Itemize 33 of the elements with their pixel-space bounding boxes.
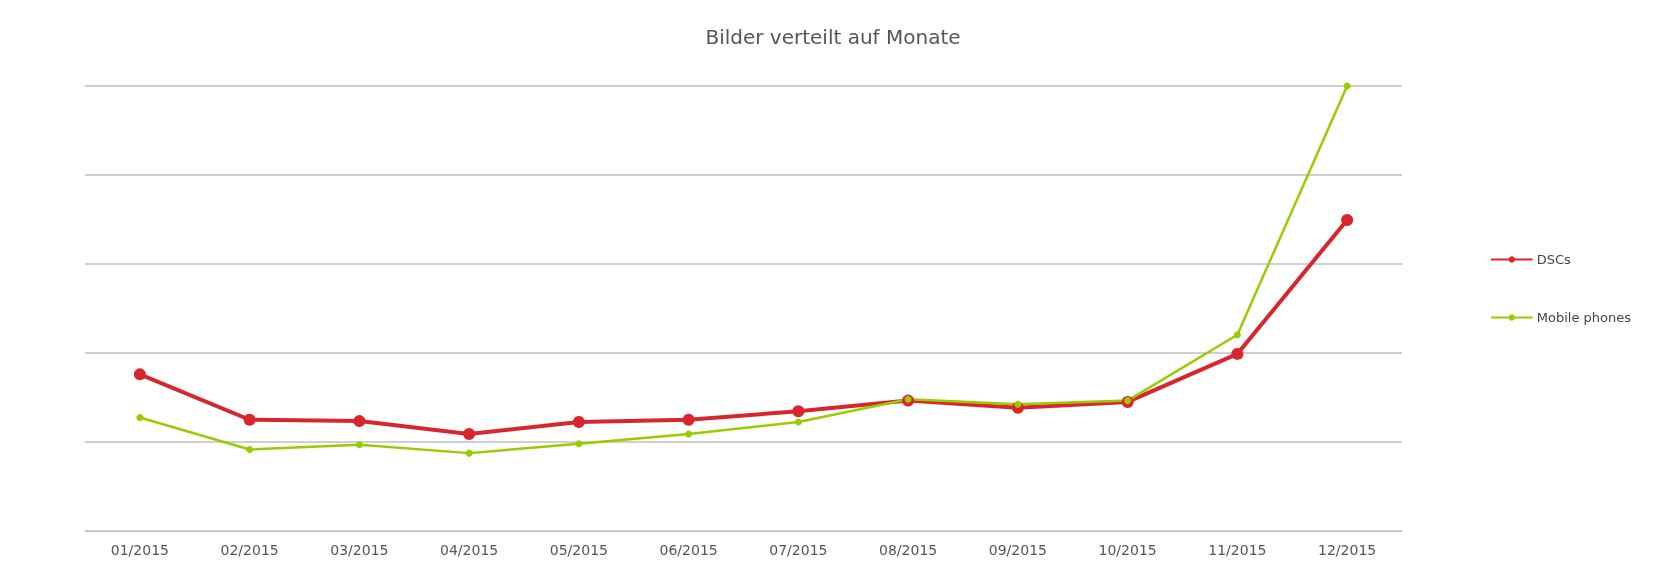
point xyxy=(243,413,256,426)
point xyxy=(463,427,476,440)
chart-title: Bilder verteilt auf Monate xyxy=(705,25,961,49)
x-tick-label: 10/2015 xyxy=(1098,542,1157,558)
x-tick-label: 09/2015 xyxy=(988,542,1047,558)
point xyxy=(133,368,146,381)
point xyxy=(685,430,693,438)
legend-label: Mobile phones xyxy=(1536,310,1632,325)
point xyxy=(792,405,805,418)
point xyxy=(794,418,802,426)
x-tick-label: 05/2015 xyxy=(549,542,608,558)
point xyxy=(136,414,144,422)
point xyxy=(572,415,585,428)
x-tick-label: 03/2015 xyxy=(330,542,389,558)
x-tick-label: 04/2015 xyxy=(440,542,499,558)
x-tick-label: 07/2015 xyxy=(769,542,828,558)
point xyxy=(1231,347,1244,360)
x-tick-label: 11/2015 xyxy=(1208,542,1267,558)
point xyxy=(1014,400,1022,408)
x-tick-label: 06/2015 xyxy=(659,542,718,558)
point xyxy=(575,440,583,448)
point xyxy=(355,441,363,449)
point xyxy=(353,415,366,428)
point xyxy=(682,413,695,426)
legend-label: DSCs xyxy=(1536,252,1572,267)
x-tick-label: 02/2015 xyxy=(220,542,279,558)
point xyxy=(465,449,473,457)
point xyxy=(1341,213,1354,226)
x-tick-label: 08/2015 xyxy=(879,542,938,558)
x-tick-label: 12/2015 xyxy=(1318,542,1377,558)
point xyxy=(246,446,254,454)
point xyxy=(1233,331,1241,339)
x-tick-label: 01/2015 xyxy=(110,542,169,558)
